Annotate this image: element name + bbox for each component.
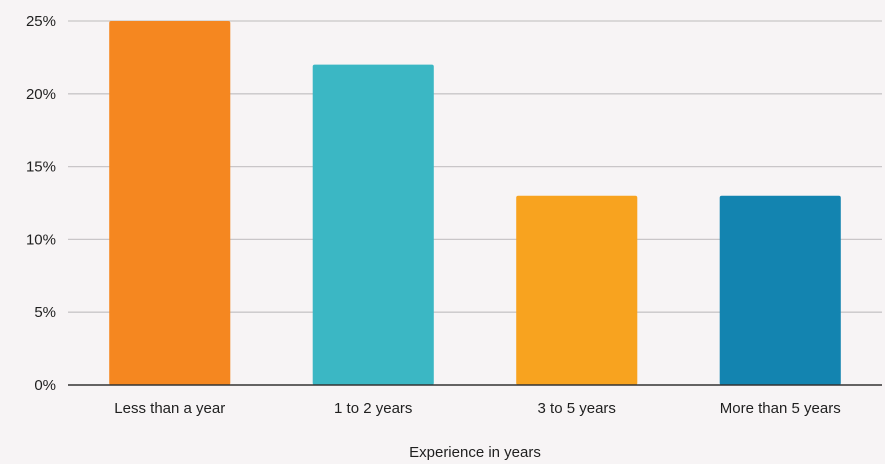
- y-tick-label: 5%: [34, 304, 56, 321]
- y-tick-label: 25%: [26, 13, 56, 30]
- x-axis-tick-labels: Less than a year 1 to 2 years 3 to 5 years…: [114, 400, 840, 417]
- x-tick-label: Less than a year: [114, 400, 225, 417]
- bar: [312, 64, 434, 386]
- x-tick-label: 1 to 2 years: [334, 400, 412, 417]
- y-axis-tick-labels: 0% 5% 10% 15% 20% 25%: [26, 13, 56, 394]
- y-tick-label: 0%: [34, 377, 56, 394]
- bar: [516, 195, 638, 385]
- x-tick-label: More than 5 years: [720, 400, 841, 417]
- y-tick-label: 15%: [26, 159, 56, 176]
- x-axis-title: Experience in years: [409, 444, 541, 461]
- bars: [109, 21, 841, 386]
- y-tick-label: 10%: [26, 231, 56, 248]
- y-tick-label: 20%: [26, 86, 56, 103]
- bar: [719, 195, 841, 385]
- bar: [109, 21, 231, 385]
- x-tick-label: 3 to 5 years: [538, 400, 616, 417]
